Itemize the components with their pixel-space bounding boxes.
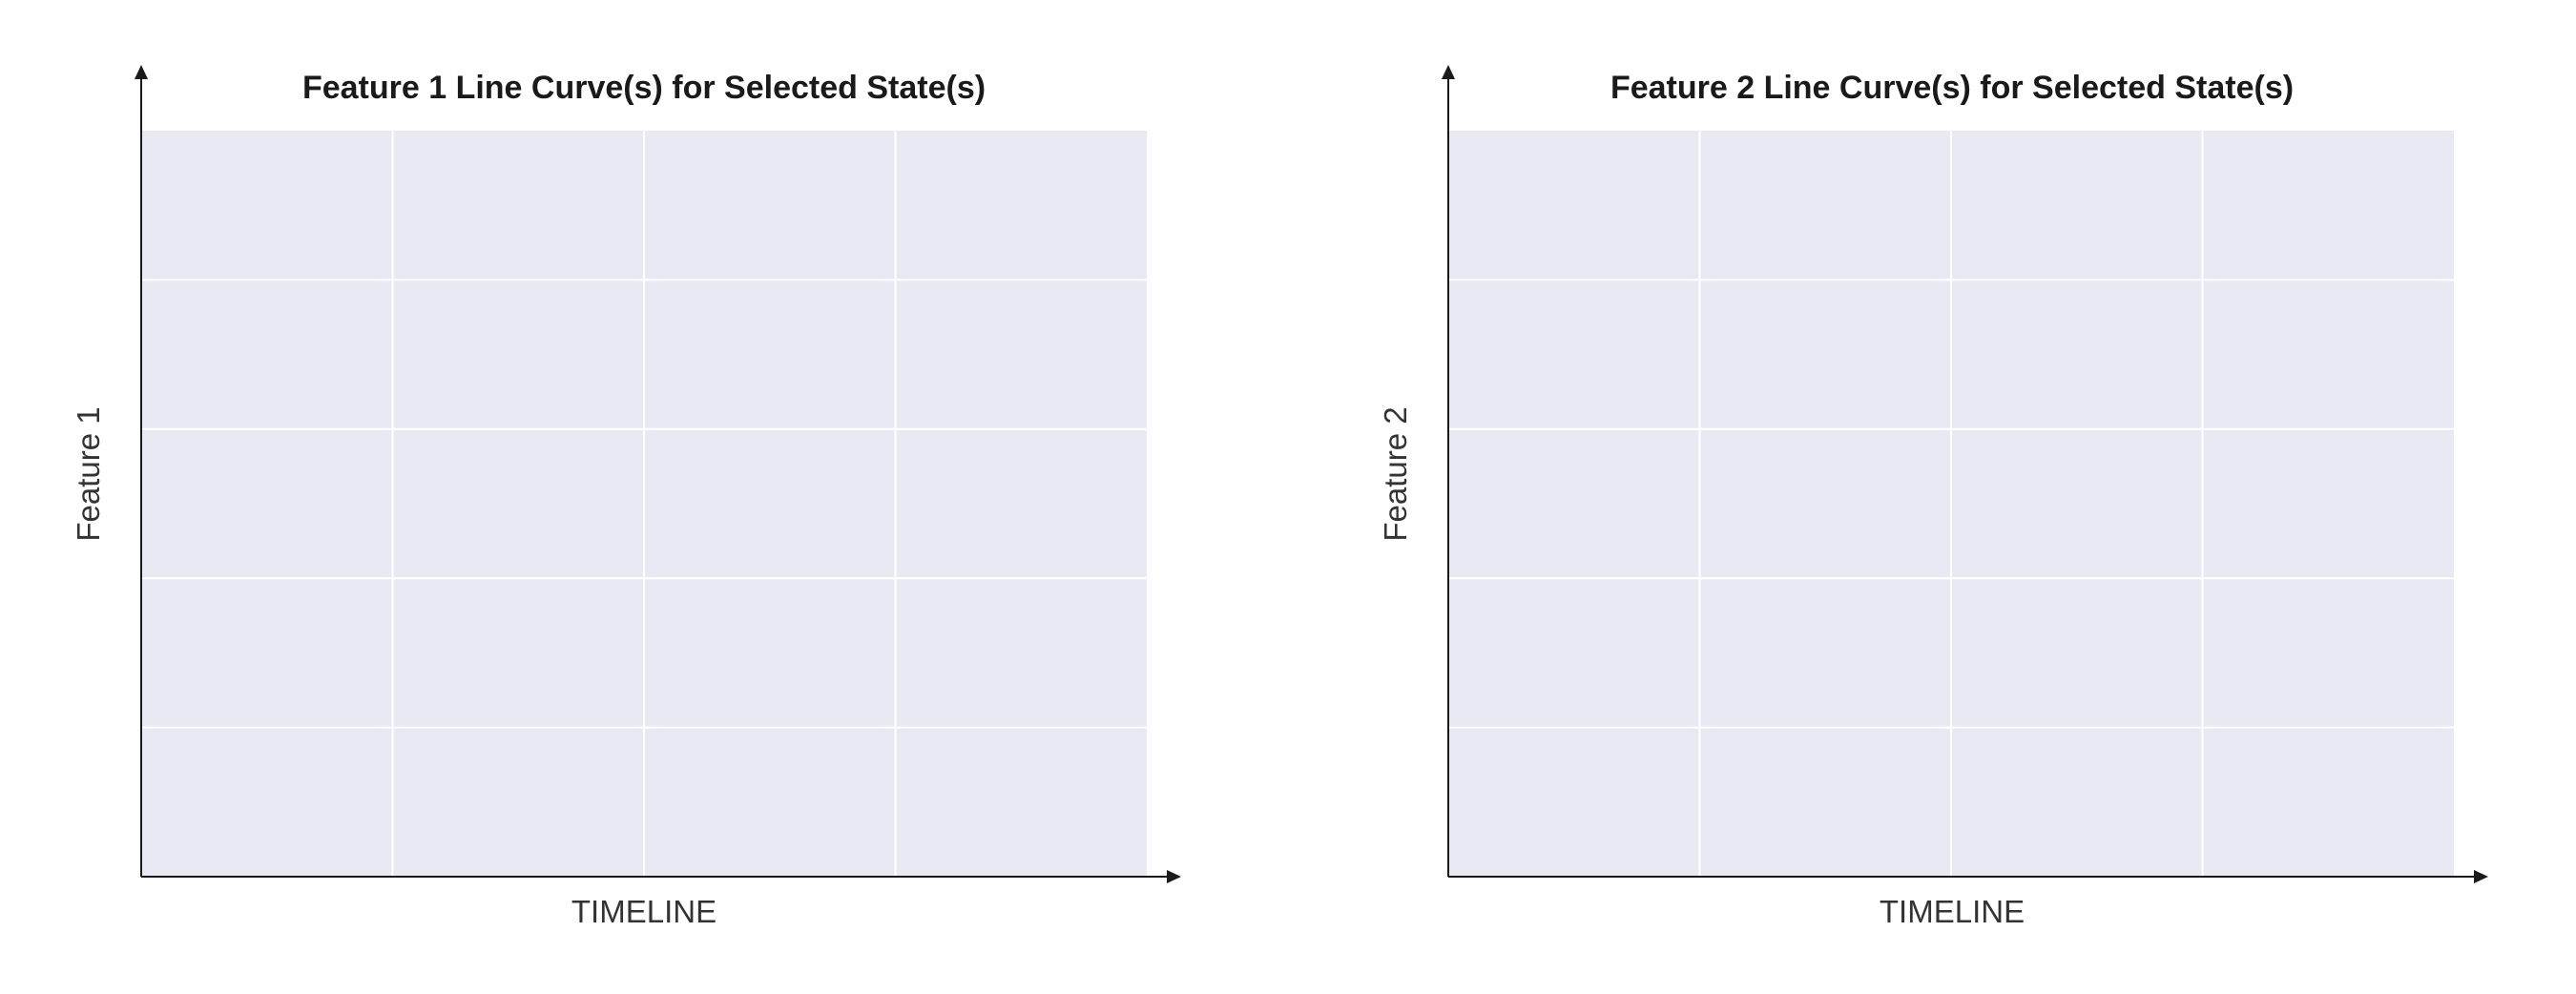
- chart-title: Feature 1 Line Curve(s) for Selected Sta…: [302, 70, 986, 106]
- x-axis-arrow: [1167, 870, 1181, 883]
- gridlines: [141, 131, 1147, 877]
- y-axis-label: Feature 1: [71, 406, 106, 541]
- y-axis-label: Feature 2: [1378, 406, 1413, 541]
- chart-title: Feature 2 Line Curve(s) for Selected Sta…: [1610, 70, 2294, 106]
- y-axis-arrow: [135, 65, 148, 79]
- x-axis-label: TIMELINE: [571, 894, 717, 929]
- chart-feature-1: Feature 1 Line Curve(s) for Selected Sta…: [71, 65, 1181, 929]
- x-axis-label: TIMELINE: [1880, 894, 2025, 929]
- chart-feature-2: Feature 2 Line Curve(s) for Selected Sta…: [1378, 65, 2488, 929]
- gridlines: [1448, 131, 2454, 877]
- y-axis-arrow: [1442, 65, 1455, 79]
- x-axis-arrow: [2474, 870, 2488, 883]
